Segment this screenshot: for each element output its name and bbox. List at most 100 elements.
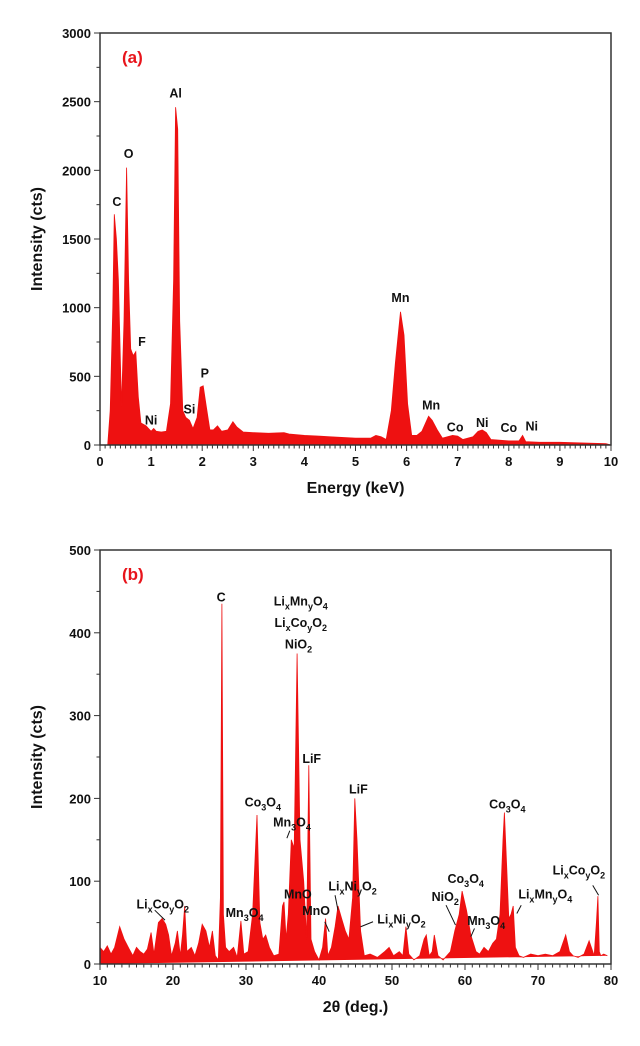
annotation-text: Mn [226,906,244,920]
y-tick-label: 200 [69,791,91,806]
annotation-subscript: 3 [464,879,469,889]
y-axis-title: Intensity (cts) [29,705,46,809]
x-tick-label: 3 [250,454,257,469]
annotation-text: Li [274,594,285,608]
x-tick-label: 7 [454,454,461,469]
x-tick-label: 6 [403,454,410,469]
annotation-subscript: 4 [567,895,572,905]
peak-annotation: LixMnyO4 [518,888,572,905]
annotation-subscript: y [307,623,312,633]
peak-annotation: Ni [476,416,489,430]
peak-annotation: LixCoyO2 [553,864,606,881]
y-tick-label: 500 [69,369,91,384]
annotation-text: Co [153,898,170,912]
x-tick-label: 10 [604,454,618,469]
annotation-text: Li [274,616,285,630]
annotation-subscript: 2 [421,919,426,929]
annotation-subscript: 3 [291,823,296,833]
annotation-subscript: 4 [323,601,328,611]
y-tick-label: 1000 [62,301,91,316]
peak-annotation: Al [169,87,182,101]
annotation-subscript: y [553,895,558,905]
peak-annotation: Mn [422,398,440,412]
annotation-text: P [201,367,209,381]
y-tick-label: 3000 [62,26,91,41]
annotation-subscript: y [585,871,590,881]
x-axis-title: Energy (keV) [307,480,405,497]
peak-annotation: Ni [526,420,539,434]
annotation-text: Li [518,888,529,902]
annotation-subscript: y [308,601,313,611]
annotation-leader-line [360,921,374,928]
annotation-text: O [362,879,372,893]
annotation-text: C [112,195,121,209]
peak-annotation: MnO [302,904,330,918]
annotation-subscript: x [148,905,153,915]
x-axis-title: 2θ (deg.) [323,999,389,1016]
annotation-leader-line [334,895,339,911]
annotation-subscript: 3 [261,803,266,813]
peak-annotation: MnO [284,888,312,902]
y-axis-title: Intensity (cts) [29,187,46,291]
y-tick-label: 2500 [62,95,91,110]
peak-annotation: C [217,590,226,604]
annotation-text: Li [136,898,147,912]
annotation-subscript: 2 [600,871,605,881]
annotation-subscript: x [564,871,569,881]
y-tick-label: 1500 [62,232,91,247]
peak-annotation: LiF [349,782,368,796]
annotation-subscript: x [529,895,534,905]
peak-annotation: Si [184,402,196,416]
annotation-text: O [249,906,259,920]
x-tick-label: 30 [239,973,253,988]
annotation-text: LiF [349,782,368,796]
peak-annotation: NiO2 [432,890,459,907]
annotation-subscript: 4 [521,804,526,814]
annotation-leader-line [592,885,600,896]
peak-annotation: Mn3O4 [273,816,311,833]
annotation-subscript: y [406,919,411,929]
annotation-text: Si [184,402,196,416]
annotation-text: Mn [273,816,291,830]
annotation-text: Mn [391,291,409,305]
y-tick-label: 0 [84,438,91,453]
annotation-text: Ni [476,416,489,430]
annotation-text: LiF [302,752,321,766]
annotation-subscript: x [285,601,290,611]
annotation-text: Co [489,797,506,811]
peak-annotation: Co [500,421,517,435]
annotation-text: Mn [534,888,552,902]
peak-annotation: F [138,335,146,349]
annotation-subscript: x [286,623,291,633]
x-tick-label: 0 [96,454,103,469]
annotation-text: O [124,147,134,161]
annotation-text: MnO [302,904,330,918]
annotation-text: Mn [422,398,440,412]
annotation-text: O [313,594,323,608]
annotation-subscript: x [388,919,393,929]
y-tick-label: 2000 [62,163,91,178]
annotation-text: O [469,872,479,886]
annotation-subscript: 4 [306,823,311,833]
annotation-leader-line [516,904,522,914]
peak-annotation: C [112,195,121,209]
annotation-text: C [217,590,226,604]
peak-annotation: LixNiyO2 [377,912,425,929]
y-tick-label: 500 [69,543,91,558]
annotation-subscript: 3 [244,913,249,923]
annotation-text: Mn [467,914,485,928]
annotation-text: Al [169,87,182,101]
xrd-pattern-chart: 10 20 30 40 50 60 70 80 0 100 200 300 400 500 2θ (deg.… [29,543,618,1016]
annotation-subscript: 3 [506,804,511,814]
peak-annotation: Co3O4 [448,872,484,889]
peak-annotation: Mn3O4 [467,914,505,931]
annotation-text: Ni [145,413,158,427]
annotation-text: F [138,335,146,349]
annotation-text: O [411,912,421,926]
annotation-text: Co [569,864,586,878]
annotation-text: O [312,616,322,630]
annotation-text: Mn [290,594,308,608]
annotation-text: O [296,816,306,830]
annotation-subscript: x [339,886,344,896]
spectrum-area [107,107,612,446]
